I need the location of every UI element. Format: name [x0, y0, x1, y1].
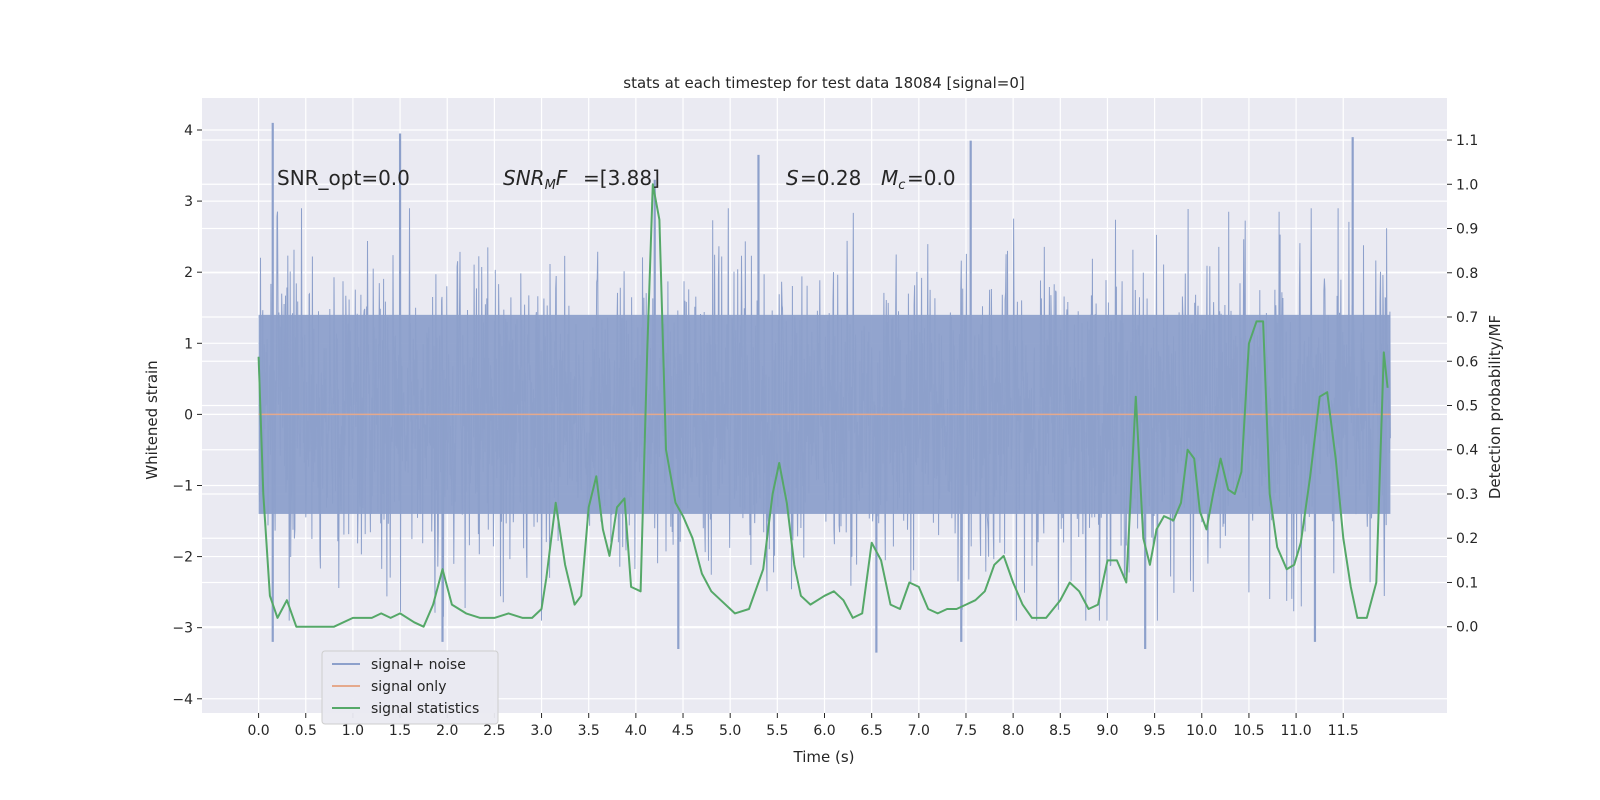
x-tick-label: 4.0: [625, 723, 647, 739]
annotation-snr-opt: SNR_opt=0.0: [277, 166, 410, 190]
y2-tick-label: 0.0: [1456, 620, 1478, 636]
x-tick-label: 5.5: [766, 723, 788, 739]
annotation-mc-symbol: Mc: [881, 166, 905, 193]
x-tick-label: 11.0: [1281, 723, 1312, 739]
x-axis: 0.0 0.5 1.0 1.5 2.0 2.5 3.0 3.5 4.0 4.5 5.0 5.5 6.0 6…: [247, 713, 1359, 739]
annotation-snr-mf-symbol: SNRMF: [503, 166, 568, 193]
x-tick-label: 6.0: [813, 723, 835, 739]
annotation-s-symbol: S: [786, 166, 799, 190]
y-tick-label: −4: [172, 692, 193, 708]
x-tick-label: 1.5: [389, 723, 411, 739]
y2-tick-label: 0.6: [1456, 354, 1478, 370]
legend-box: [321, 650, 499, 725]
x-tick-label: 3.0: [530, 723, 552, 739]
y2-tick-label: 0.9: [1456, 222, 1478, 238]
y2-axis: 1.1 1.0 0.9 0.8 0.7 0.6 0.5 0.4 0.3 0.2 0.1 0.0: [1447, 133, 1478, 636]
x-tick-label: 9.0: [1096, 723, 1118, 739]
x-axis-label: Time (s): [793, 748, 855, 766]
y-tick-label: 1: [184, 336, 193, 352]
y-axis: 4 3 2 1 0 −1 −2 −3 −4: [172, 123, 202, 708]
y2-tick-label: 0.3: [1456, 487, 1478, 503]
annotation-s-value: =0.28: [800, 166, 861, 190]
y-tick-label: 0: [184, 407, 193, 423]
y2-tick-label: 1.0: [1456, 177, 1478, 193]
x-tick-label: 7.0: [908, 723, 930, 739]
x-tick-label: 8.0: [1002, 723, 1024, 739]
y2-tick-label: 1.1: [1456, 133, 1478, 149]
x-tick-label: 8.5: [1049, 723, 1071, 739]
legend-label-signal-statistics: signal statistics: [371, 701, 479, 717]
x-tick-label: 11.5: [1328, 723, 1359, 739]
signal-statistics-series: [257, 183, 1389, 628]
x-tick-label: 4.5: [672, 723, 694, 739]
y-tick-label: −2: [172, 550, 193, 566]
x-tick-label: 2.0: [436, 723, 458, 739]
x-tick-label: 10.5: [1233, 723, 1264, 739]
x-tick-label: 9.5: [1143, 723, 1165, 739]
y-axis-label: Whitened strain: [143, 360, 161, 479]
legend: signal+ noise signal only signal statist…: [321, 650, 499, 725]
noise-trace: [258, 208, 1391, 621]
signal-statistics-line: [257, 183, 1389, 628]
legend-label-signal-only: signal only: [371, 679, 446, 695]
y2-axis-label: Detection probability/MF: [1486, 315, 1504, 499]
chart-title: stats at each timestep for test data 180…: [623, 74, 1024, 92]
y2-tick-label: 0.1: [1456, 575, 1478, 591]
y-tick-label: 4: [184, 123, 193, 139]
x-tick-label: 2.5: [483, 723, 505, 739]
y2-tick-label: 0.2: [1456, 531, 1478, 547]
x-tick-label: 10.0: [1186, 723, 1217, 739]
annotation-snr-mf: =[3.88]: [583, 166, 660, 190]
x-tick-label: 6.5: [861, 723, 883, 739]
legend-label-signal-noise: signal+ noise: [371, 657, 466, 673]
x-tick-label: 7.5: [955, 723, 977, 739]
annotation-mc-value: =0.0: [907, 166, 956, 190]
y-tick-label: 2: [184, 265, 193, 281]
y2-tick-label: 0.7: [1456, 310, 1478, 326]
y2-tick-label: 0.8: [1456, 266, 1478, 282]
y-tick-label: −3: [172, 621, 193, 637]
y2-tick-label: 0.5: [1456, 399, 1478, 415]
x-tick-label: 5.0: [719, 723, 741, 739]
y-tick-label: −1: [172, 478, 193, 494]
x-tick-label: 3.5: [578, 723, 600, 739]
y2-tick-label: 0.4: [1456, 443, 1478, 459]
x-tick-label: 0.0: [247, 723, 269, 739]
x-tick-label: 1.0: [342, 723, 364, 739]
x-tick-label: 0.5: [295, 723, 317, 739]
y-tick-label: 3: [184, 194, 193, 210]
